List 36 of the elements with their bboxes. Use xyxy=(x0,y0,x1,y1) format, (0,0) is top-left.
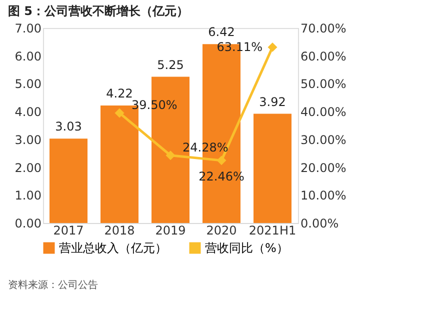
legend-label: 营收同比（%） xyxy=(205,241,288,255)
y2-tick-label: 50.00% xyxy=(300,77,346,92)
chart-title: 图 5：公司营收不断增长（亿元） xyxy=(8,4,189,18)
x-tick-label: 2018 xyxy=(104,224,135,238)
data-label: 3.92 xyxy=(259,94,286,109)
y-tick-label: 3.00 xyxy=(14,132,42,147)
data-label: 5.25 xyxy=(157,58,184,72)
text: 资料来源：公司公告 xyxy=(8,279,98,291)
data-label: 6.42 xyxy=(208,25,235,40)
y-tick-label: 5.00 xyxy=(14,77,42,92)
x-tick-label: 2017 xyxy=(53,224,84,238)
point xyxy=(268,42,278,52)
y2-tick-label: 40.00% xyxy=(300,105,346,120)
y2-tick-label: 10.00% xyxy=(300,188,346,203)
y2-tick-label: 60.00% xyxy=(300,49,346,64)
bar xyxy=(50,138,88,223)
x-tick-label: 2021H1 xyxy=(248,224,296,238)
y-tick-label: 6.00 xyxy=(14,49,42,64)
y-tick-label: 7.00 xyxy=(14,22,42,36)
data-label: 4.22 xyxy=(106,86,133,100)
y2-tick-label: 70.00% xyxy=(300,22,346,36)
bar xyxy=(254,114,292,223)
y-tick-label: 0.00 xyxy=(14,216,42,230)
point xyxy=(216,156,226,166)
y2-tick-label: 0.00% xyxy=(300,216,339,230)
point xyxy=(166,150,176,160)
y2-tick-label: 20.00% xyxy=(300,160,346,175)
y2-tick-label: 30.00% xyxy=(300,132,346,147)
x-tick-label: 2019 xyxy=(155,224,186,238)
x-tick-label: 2020 xyxy=(206,224,237,238)
y-tick-label: 1.00 xyxy=(14,188,42,203)
y-tick-label: 2.00 xyxy=(14,160,42,175)
legend-label: 营业总收入（亿元） xyxy=(59,241,167,255)
y-tick-label: 4.00 xyxy=(14,105,42,120)
data-label: 3.03 xyxy=(55,120,82,134)
point xyxy=(114,108,124,118)
